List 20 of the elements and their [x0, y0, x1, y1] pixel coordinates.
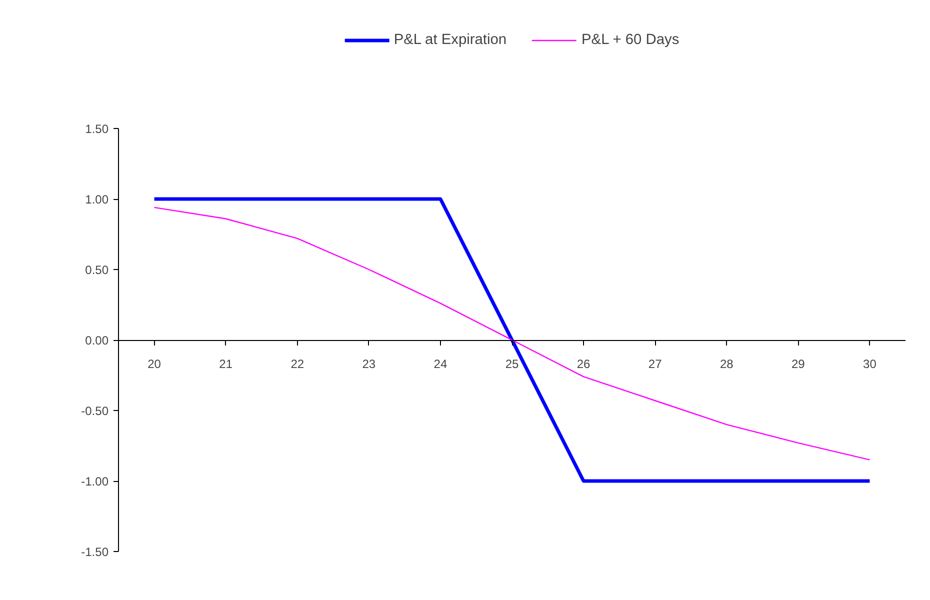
x-tick-label: 24: [434, 357, 448, 371]
legend-label: P&L + 60 Days: [582, 32, 680, 48]
y-tick-label: -1.50: [81, 545, 109, 559]
legend-label: P&L at Expiration: [394, 32, 507, 48]
y-tick-label: 0.50: [85, 263, 109, 277]
y-tick-label: 0.00: [85, 334, 109, 348]
x-tick-label: 26: [576, 357, 591, 371]
x-tick-label: 25: [505, 357, 519, 371]
y-tick-label: -1.00: [81, 474, 109, 488]
x-tick-label: 20: [148, 357, 162, 371]
x-tick-label: 22: [290, 357, 304, 371]
x-tick-label: 27: [648, 357, 662, 371]
x-tick-label: 30: [863, 357, 877, 371]
y-tick-label: -0.50: [81, 404, 109, 418]
x-tick-label: 23: [362, 357, 376, 371]
y-tick-label: 1.00: [85, 192, 109, 206]
x-tick-label: 21: [219, 357, 233, 371]
y-tick-label: 1.50: [85, 122, 109, 136]
x-tick-label: 29: [792, 357, 806, 371]
x-tick-label: 28: [720, 357, 734, 371]
